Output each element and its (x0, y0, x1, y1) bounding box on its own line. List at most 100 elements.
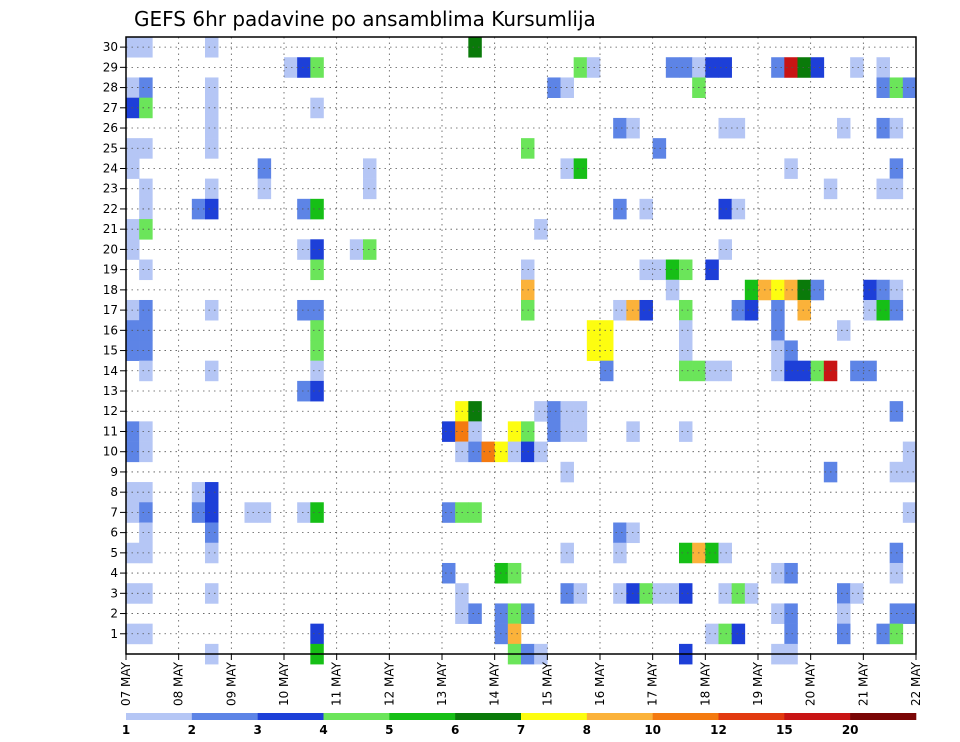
heatmap-cell (139, 522, 153, 544)
heatmap-cell (139, 502, 153, 523)
heatmap-cell (139, 360, 153, 382)
colorbar-label: 20 (842, 723, 859, 737)
y-tick-label: 10 (103, 445, 118, 459)
colorbar-swatch (257, 713, 324, 720)
heatmap-cell (139, 441, 153, 463)
heatmap-cell (679, 360, 693, 382)
heatmap-cell (468, 603, 482, 624)
heatmap-cell (363, 239, 377, 260)
heatmap-cell (244, 502, 258, 523)
heatmap-cell (639, 299, 653, 321)
y-tick-label: 25 (103, 141, 118, 155)
y-tick-label: 15 (103, 344, 118, 358)
x-tick-label: 20 MAY (804, 661, 818, 706)
heatmap-cell (718, 360, 732, 382)
heatmap-cell (205, 502, 219, 523)
heatmap-cell (139, 97, 153, 119)
heatmap-cell (363, 158, 377, 179)
heatmap-cell (837, 117, 851, 139)
chart-title: GEFS 6hr padavine po ansamblima Kursumli… (134, 7, 596, 31)
heatmap-cell (297, 239, 311, 260)
heatmap-cell (468, 37, 482, 58)
x-tick-label: 07 MAY (119, 661, 133, 706)
heatmap-cell (205, 522, 219, 544)
heatmap-cell (297, 380, 311, 402)
colorbar-label: 2 (188, 723, 196, 737)
heatmap-cell (613, 583, 627, 604)
colorbar-label: 7 (517, 723, 525, 737)
heatmap-cell (468, 441, 482, 463)
colorbar-label: 6 (451, 723, 459, 737)
heatmap-cell (139, 299, 153, 321)
heatmap-cell (731, 198, 746, 220)
heatmap-cell (771, 562, 785, 584)
heatmap-cell (139, 138, 153, 159)
x-tick-label: 16 MAY (593, 661, 607, 706)
heatmap-cell (797, 299, 811, 321)
heatmap-cell (547, 77, 561, 98)
heatmap-cell (731, 583, 746, 604)
heatmap-cell (573, 57, 588, 78)
y-tick-label: 27 (103, 101, 118, 115)
y-tick-label: 6 (110, 526, 118, 540)
x-tick-label: 19 MAY (751, 661, 765, 706)
heatmap-cell (902, 461, 917, 483)
gridlines (126, 37, 917, 654)
heatmap-cell (205, 97, 219, 119)
x-tick-label: 17 MAY (646, 661, 660, 706)
heatmap-cell (442, 562, 456, 584)
y-tick-label: 1 (110, 627, 118, 641)
heatmap-cell (902, 502, 917, 523)
x-tick-label: 21 MAY (856, 661, 870, 706)
heatmap-cell (679, 57, 693, 78)
y-tick-label: 8 (110, 485, 118, 499)
colorbar-swatch (323, 713, 390, 720)
heatmap-cell (139, 198, 153, 220)
heatmap-cell (205, 77, 219, 98)
y-tick-label: 30 (103, 40, 118, 54)
x-tick-label: 15 MAY (540, 661, 554, 706)
heatmap-cell (349, 239, 364, 260)
heatmap-cell (442, 421, 456, 442)
heatmap-cell (534, 219, 548, 240)
heatmap-cell (297, 502, 311, 523)
heatmap-cell (310, 97, 324, 119)
y-tick-label: 2 (110, 607, 118, 621)
heatmap-cell (784, 340, 798, 361)
heatmap-cell (205, 542, 219, 564)
heatmap-cell (139, 583, 153, 604)
heatmap-cell (652, 259, 667, 281)
heatmap-cell (797, 360, 811, 382)
heatmap-cell (139, 542, 153, 564)
y-tick-label: 22 (103, 202, 118, 216)
heatmap-cell (468, 401, 482, 422)
heatmap-cell (310, 198, 324, 220)
heatmap-cell (600, 340, 614, 361)
heatmap-cell (139, 37, 153, 58)
heatmap-cell (771, 603, 785, 624)
heatmap-cell (902, 77, 917, 98)
y-tick-label: 11 (103, 424, 118, 438)
heatmap-cell (679, 259, 693, 281)
colorbar-swatch (191, 713, 258, 720)
colorbar-swatch (850, 713, 917, 720)
colorbar-label: 4 (319, 723, 327, 737)
colorbar-swatch (455, 713, 522, 720)
heatmap-cell (771, 340, 785, 361)
y-tick-label: 18 (103, 283, 118, 297)
heatmap-cell (310, 502, 324, 523)
heatmap-cell (205, 37, 219, 58)
heatmap-cell (771, 320, 785, 341)
heatmap-cell (679, 320, 693, 341)
heatmap-cell (902, 603, 917, 624)
heatmap-cell (310, 360, 324, 382)
heatmap-cell (284, 57, 298, 78)
heatmap-cell (310, 57, 324, 78)
heatmap-cell (837, 623, 851, 645)
heatmap-cell (784, 623, 798, 645)
heatmap-cell (534, 441, 548, 463)
heatmap-cell (139, 219, 153, 240)
heatmap-cell (639, 198, 653, 220)
heatmap-cell (784, 360, 798, 382)
heatmap-cell (507, 603, 522, 624)
